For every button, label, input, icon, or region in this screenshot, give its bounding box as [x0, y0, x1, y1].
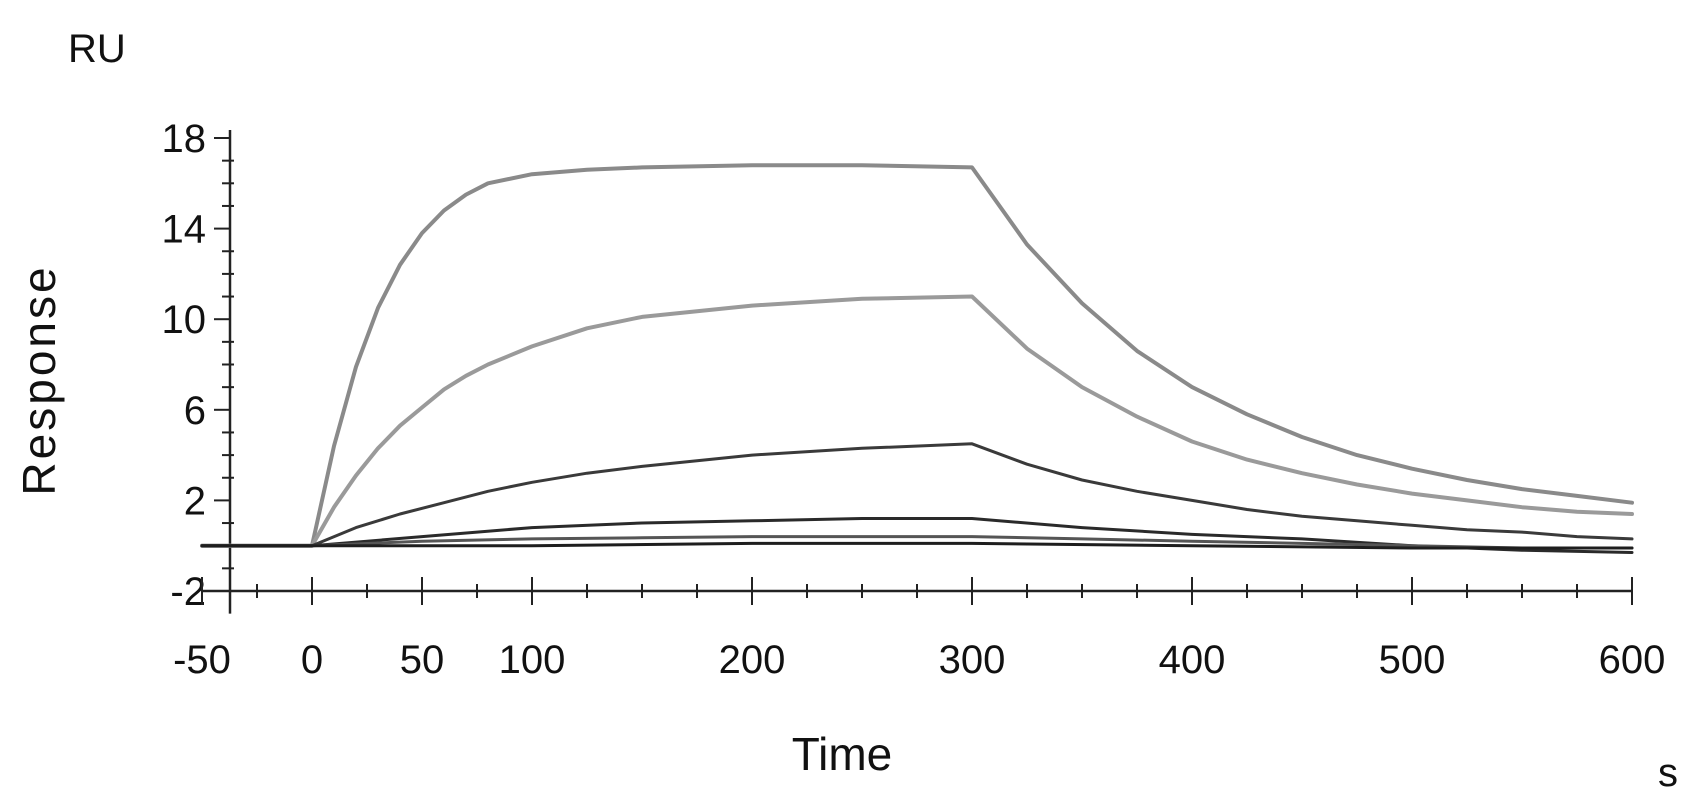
series-line-5	[200, 535, 1634, 550]
x-tick-label: 600	[1599, 638, 1666, 682]
y-unit-label: RU	[68, 27, 126, 71]
x-tick-label: 500	[1379, 638, 1446, 682]
series-layer	[200, 163, 1634, 554]
x-tick-label: 0	[301, 638, 323, 682]
series-line-2	[200, 294, 1634, 548]
x-tick-label: 200	[719, 638, 786, 682]
series-line-3	[200, 442, 1634, 548]
axes: -2 2 6 10 14 18 -50 0 50 100 200 300 400 500 600	[162, 117, 1666, 682]
x-tick-label: -50	[173, 638, 231, 682]
y-tick-label: 6	[184, 389, 206, 433]
y-tick-label: 10	[162, 298, 207, 342]
y-axis-title: Response	[13, 264, 65, 495]
y-tick-label: -2	[170, 570, 206, 614]
x-axis-title: Time	[792, 728, 893, 780]
series-line-1	[200, 163, 1634, 548]
series-line-4	[200, 517, 1634, 554]
y-tick-label: 18	[162, 117, 207, 161]
series-line-6	[200, 541, 1634, 550]
y-tick-label: 2	[184, 479, 206, 523]
x-unit-label: s	[1658, 751, 1678, 795]
x-tick-label: 400	[1159, 638, 1226, 682]
y-tick-label: 14	[162, 208, 207, 252]
x-tick-label: 100	[499, 638, 566, 682]
x-tick-label: 300	[939, 638, 1006, 682]
x-tick-label: 50	[400, 638, 445, 682]
